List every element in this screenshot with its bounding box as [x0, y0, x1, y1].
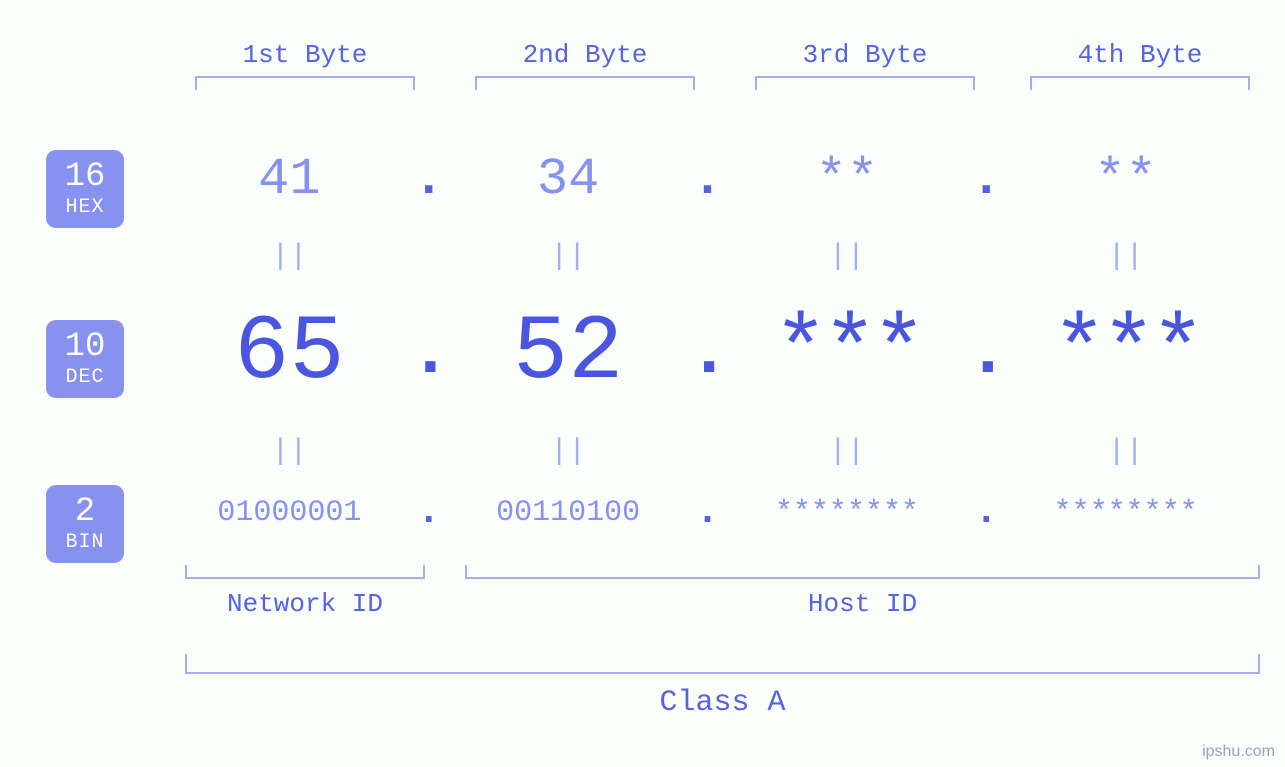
host-id-label: Host ID [465, 589, 1260, 619]
hex-byte-3: ** [728, 150, 967, 209]
byte-col-3: 3rd Byte [745, 40, 985, 90]
badge-dec-label: DEC [65, 368, 104, 388]
top-bracket-4 [1030, 76, 1250, 90]
badge-hex: 16 HEX [46, 150, 124, 228]
dot: . [409, 312, 449, 394]
hex-byte-4: ** [1006, 150, 1245, 209]
equals-icon: || [170, 240, 409, 274]
host-id-bracket: Host ID [465, 565, 1260, 619]
bin-row: 01000001 . 00110100 . ******** . *******… [170, 490, 1245, 535]
equals-icon: || [728, 435, 967, 469]
bin-byte-1: 01000001 [170, 496, 409, 530]
class-label: Class A [185, 686, 1260, 720]
equals-icon: || [449, 435, 688, 469]
dec-row: 65 . 52 . *** . *** [170, 300, 1245, 405]
bracket-icon [185, 654, 1260, 674]
dot: . [966, 150, 1006, 209]
dot: . [409, 150, 449, 209]
top-bracket-2 [475, 76, 695, 90]
badge-hex-number: 16 [65, 160, 106, 194]
dec-byte-2: 52 [449, 300, 688, 405]
network-id-bracket: Network ID [185, 565, 425, 619]
top-bracket-1 [195, 76, 415, 90]
dot: . [688, 490, 728, 535]
dec-byte-4: *** [1006, 300, 1245, 405]
dec-byte-3: *** [728, 300, 967, 405]
dot: . [966, 490, 1006, 535]
network-id-label: Network ID [185, 589, 425, 619]
dot: . [409, 490, 449, 535]
equals-icon: || [1006, 435, 1245, 469]
equals-row-2: || || || || [170, 435, 1245, 469]
equals-icon: || [728, 240, 967, 274]
badge-bin-label: BIN [65, 533, 104, 553]
class-bracket: Class A [185, 654, 1260, 720]
bin-byte-2: 00110100 [449, 496, 688, 530]
dot: . [966, 312, 1006, 394]
hex-byte-1: 41 [170, 150, 409, 209]
badge-bin-number: 2 [75, 495, 95, 529]
top-bracket-3 [755, 76, 975, 90]
byte-label-4: 4th Byte [1020, 40, 1260, 70]
badge-bin: 2 BIN [46, 485, 124, 563]
badge-hex-label: HEX [65, 198, 104, 218]
badge-dec: 10 DEC [46, 320, 124, 398]
dot: . [688, 150, 728, 209]
hex-byte-2: 34 [449, 150, 688, 209]
equals-icon: || [449, 240, 688, 274]
byte-label-2: 2nd Byte [465, 40, 705, 70]
dot: . [688, 312, 728, 394]
byte-col-1: 1st Byte [185, 40, 425, 90]
badge-dec-number: 10 [65, 330, 106, 364]
byte-col-2: 2nd Byte [465, 40, 705, 90]
byte-col-4: 4th Byte [1020, 40, 1260, 90]
bin-byte-3: ******** [728, 496, 967, 530]
byte-label-3: 3rd Byte [745, 40, 985, 70]
hex-row: 41 . 34 . ** . ** [170, 150, 1245, 209]
bracket-icon [465, 565, 1260, 579]
equals-icon: || [1006, 240, 1245, 274]
equals-row-1: || || || || [170, 240, 1245, 274]
bracket-icon [185, 565, 425, 579]
byte-label-1: 1st Byte [185, 40, 425, 70]
dec-byte-1: 65 [170, 300, 409, 405]
bin-byte-4: ******** [1006, 496, 1245, 530]
equals-icon: || [170, 435, 409, 469]
credit-text: ipshu.com [1202, 743, 1275, 761]
